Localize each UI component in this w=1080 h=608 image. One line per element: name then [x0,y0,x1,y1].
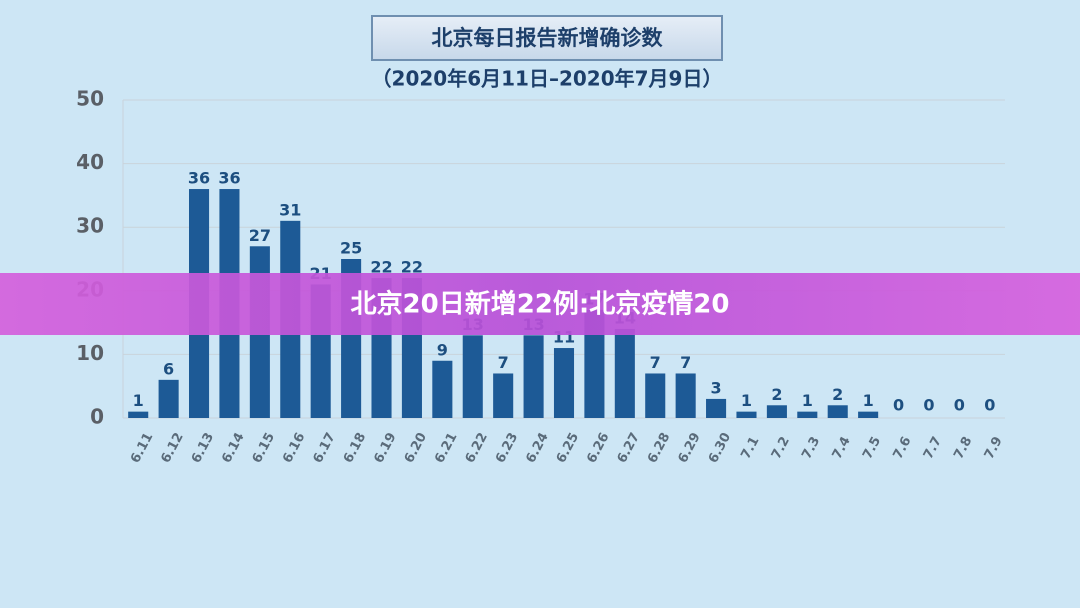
bar [462,335,483,418]
bar [158,379,179,418]
value-label: 25 [340,239,362,258]
bar [553,348,575,418]
value-label: 31 [279,200,301,219]
chart-subtitle: （2020年6月11日–2020年7月9日） [372,67,723,91]
y-tick-label: 10 [76,341,104,365]
bar [827,405,848,418]
value-label: 0 [954,396,965,415]
value-label: 22 [401,258,423,277]
bar [493,373,514,418]
bar [128,411,149,418]
value-label: 1 [741,391,752,410]
value-label: 1 [802,391,813,410]
banner [0,273,1080,335]
y-tick-label: 30 [76,214,104,238]
value-label: 0 [923,396,934,415]
bar [736,411,757,418]
value-label: 7 [650,353,661,372]
value-label: 6 [163,359,174,378]
value-label: 1 [863,391,874,410]
bar [432,360,453,418]
bar [645,373,666,418]
value-label: 0 [893,396,904,415]
banner-text: 北京20日新增22例:北京疫情20 [351,289,730,320]
bar [858,411,879,418]
y-tick-label: 0 [90,405,104,429]
bar [797,411,818,418]
bar [766,405,787,418]
value-label: 3 [710,378,721,397]
value-label: 22 [370,258,392,277]
bar [584,309,605,418]
value-label: 7 [498,353,509,372]
bar [614,328,635,418]
bar [706,398,727,418]
value-label: 36 [188,169,210,188]
title-box [371,15,723,61]
value-label: 1 [133,391,144,410]
chart-title: 北京每日报告新增确诊数 [432,26,664,50]
value-label: 27 [249,226,271,245]
bar [675,373,696,418]
value-label: 2 [771,385,782,404]
value-label: 36 [218,169,240,188]
value-label: 7 [680,353,691,372]
value-label: 2 [832,385,843,404]
y-tick-label: 40 [76,150,104,174]
value-label: 0 [984,396,995,415]
bar [523,335,544,418]
y-tick-label: 50 [76,87,104,111]
value-label: 9 [437,340,448,359]
